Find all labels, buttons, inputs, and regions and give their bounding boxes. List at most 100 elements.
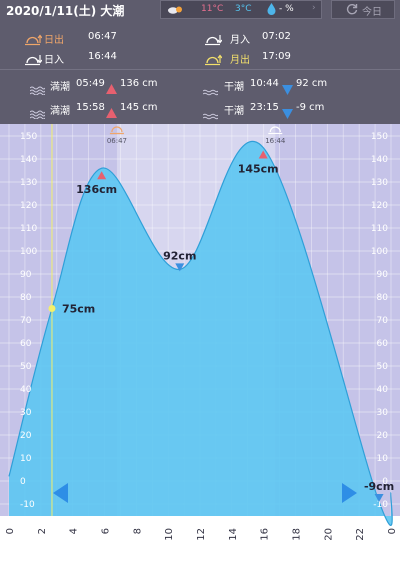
moonset-time: 17:09 [262, 51, 291, 62]
sunset-label: 日入 [44, 55, 64, 66]
y-tick-label-right: 60 [377, 339, 389, 349]
refresh-icon [346, 3, 358, 18]
sunrise-label: 日出 [44, 35, 64, 46]
y-tick-label-left: -10 [20, 500, 35, 510]
low-tide-marker [175, 263, 185, 272]
date-location-title: 2020/1/11(土) 大潮 [6, 4, 125, 18]
sunset-icon [25, 51, 43, 70]
y-tick-label-left: 10 [20, 454, 32, 464]
moonrise-time: 07:02 [262, 31, 291, 42]
y-tick-label-right: -10 [373, 500, 388, 510]
sunrise-icon [109, 126, 124, 135]
y-tick-label-right: 50 [377, 362, 389, 372]
y-tick-label-left: 90 [20, 270, 32, 280]
x-tick-label: 4 [69, 528, 80, 534]
x-tick-label: 2 [37, 528, 48, 534]
high-tide-up-icon [106, 103, 117, 122]
y-tick-label-left: 130 [20, 178, 37, 188]
x-tick-label: 6 [101, 528, 112, 534]
y-tick-label-right: 100 [371, 247, 388, 257]
y-tick-label-left: 0 [20, 477, 26, 487]
high-tide-1-time: 05:49 [76, 78, 105, 89]
y-tick-label-left: 20 [20, 431, 32, 441]
chevron-right-icon: › [312, 3, 316, 13]
next-day-arrow-icon[interactable] [342, 483, 357, 503]
y-tick-label-left: 50 [20, 362, 32, 372]
y-tick-label-left: 70 [20, 316, 32, 326]
y-tick-label-right: 90 [377, 270, 389, 280]
sunset-icon [268, 126, 283, 135]
high-tide-marker [97, 171, 107, 180]
moonset-icon [205, 31, 223, 50]
high-tide-wave-icon [29, 80, 46, 99]
y-tick-label-right: 30 [377, 408, 389, 418]
high-tide-wave-icon [29, 104, 46, 123]
x-tick-label: 10 [164, 528, 175, 541]
high-tide-2-label: 満潮 [50, 106, 70, 117]
x-tick-label: 20 [323, 528, 334, 541]
raindrop-icon [267, 3, 276, 18]
y-tick-label-right: 70 [377, 316, 389, 326]
y-tick-label-right: 120 [371, 201, 388, 211]
high-tide-up-icon [106, 79, 117, 98]
y-tick-label-left: 30 [20, 408, 32, 418]
high-tide-1-label: 満潮 [50, 82, 70, 93]
high-temp: 11°C [201, 4, 224, 14]
y-tick-label-left: 100 [20, 247, 37, 257]
low-tide-down-icon [282, 80, 293, 99]
x-tick-label: 22 [355, 528, 366, 541]
high-tide-2-height: 145 cm [120, 102, 158, 113]
high-tide-1-height: 136 cm [120, 78, 158, 89]
sunset-time: 16:44 [88, 51, 117, 62]
low-tide-wave-icon [202, 81, 219, 100]
cloud-sun-icon [167, 4, 183, 18]
sunrise-icon [25, 31, 43, 50]
y-tick-label-right: 80 [377, 293, 389, 303]
y-tick-label-left: 150 [20, 132, 37, 142]
y-tick-label-right: 40 [377, 385, 389, 395]
moonrise-icon [205, 51, 223, 70]
low-tide-down-icon [282, 104, 293, 123]
weather-summary[interactable]: 11°C 3°C - % › [160, 0, 322, 19]
y-tick-label-left: 60 [20, 339, 32, 349]
y-tick-label-left: 140 [20, 155, 37, 165]
tide-info-header: 2020/1/11(土) 大潮 11°C 3°C - % › 今日 日出 06:… [0, 0, 400, 124]
y-tick-label-right: 150 [371, 132, 388, 142]
y-tick-label-right: 110 [371, 224, 388, 234]
low-tide-1-time: 10:44 [250, 78, 279, 89]
low-tide-1-height: 92 cm [296, 78, 328, 89]
moonset-label: 月出 [230, 55, 250, 66]
rain-chance: - % [279, 4, 294, 14]
low-tide-wave-icon [202, 105, 219, 124]
y-tick-label-right: 20 [377, 431, 389, 441]
moonrise-label: 月入 [230, 35, 250, 46]
low-temp: 3°C [235, 4, 252, 14]
today-button-label: 今日 [362, 7, 382, 18]
high-tide-2-time: 15:58 [76, 102, 105, 113]
low-tide-2-time: 23:15 [250, 102, 279, 113]
y-tick-label-right: 130 [371, 178, 388, 188]
low-tide-2-height: -9 cm [296, 102, 325, 113]
high-tide-marker [258, 150, 268, 159]
y-tick-label-right: 10 [377, 454, 389, 464]
x-tick-label: 14 [228, 528, 239, 541]
x-tick-label: 16 [260, 528, 271, 541]
previous-day-arrow-icon[interactable] [53, 483, 68, 503]
low-tide-2-label: 干潮 [224, 106, 244, 117]
y-tick-label-right: 140 [371, 155, 388, 165]
current-level-dot [48, 305, 56, 312]
y-tick-label-left: 80 [20, 293, 32, 303]
sunset-time-label: 16:44 [265, 137, 286, 145]
sunrise-time: 06:47 [88, 31, 117, 42]
y-tick-label-left: 120 [20, 201, 37, 211]
low-tide-value-label: 92cm [163, 249, 196, 262]
tide-area [9, 141, 393, 526]
x-tick-label: 0 [5, 528, 16, 534]
x-tick-label: 8 [132, 528, 143, 534]
current-level-label: 75cm [62, 303, 95, 316]
header-divider [0, 69, 400, 70]
x-tick-label: 18 [292, 528, 303, 541]
y-tick-label-left: 110 [20, 224, 37, 234]
today-button[interactable]: 今日 [331, 0, 395, 19]
